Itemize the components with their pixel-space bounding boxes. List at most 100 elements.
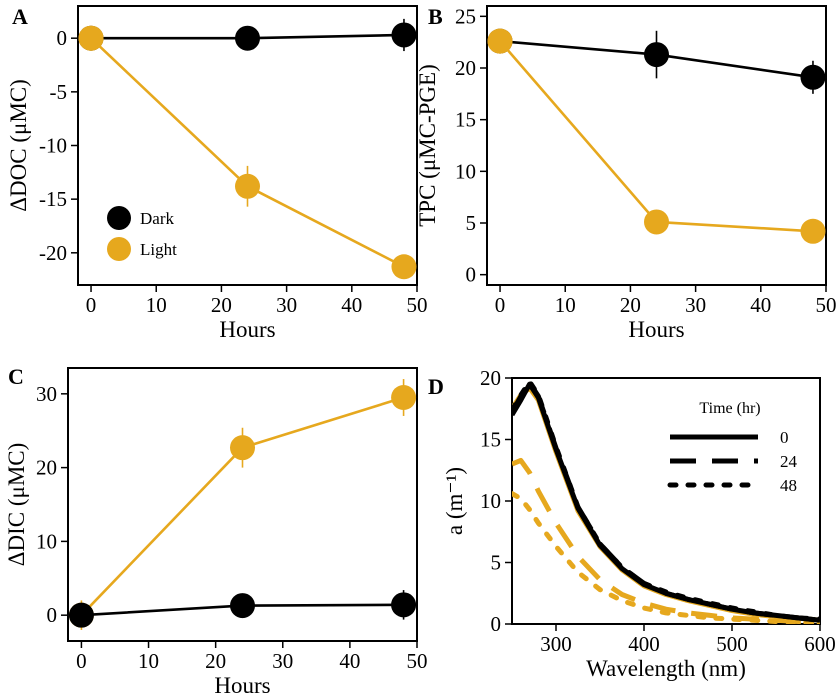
x-tick-label: 40	[339, 649, 360, 673]
spectrum-line	[512, 381, 820, 623]
y-tick-label: 0	[466, 263, 477, 287]
x-tick-label: 0	[495, 293, 506, 317]
x-axis-label: Hours	[628, 317, 684, 342]
x-tick-label: 0	[86, 293, 97, 317]
y-tick-label: 15	[480, 428, 501, 452]
series-light-overlay	[78, 25, 104, 51]
x-tick-label: 50	[816, 293, 837, 317]
data-point	[644, 42, 669, 68]
series-line	[90, 37, 405, 268]
legend-label: Light	[140, 240, 177, 259]
y-tick-label: 30	[36, 382, 57, 406]
y-tick-label: 5	[466, 211, 477, 235]
data-point	[391, 22, 417, 48]
y-tick-label: 0	[47, 603, 58, 627]
spectrum-line	[512, 385, 820, 623]
x-tick-label: 10	[555, 293, 576, 317]
panel-letter: A	[12, 4, 28, 29]
y-axis-label: a (m⁻¹)	[442, 467, 467, 535]
x-tick-label: 20	[620, 293, 641, 317]
series-dark	[68, 590, 417, 628]
data-point	[644, 209, 669, 235]
x-axis-label: Wavelength (nm)	[586, 656, 746, 681]
data-point	[487, 28, 513, 54]
data-point	[391, 385, 417, 411]
y-tick-label: 15	[455, 108, 476, 132]
data-point	[230, 593, 255, 619]
panel-b: B 0 10 20 30 40 50 0 5 10 15 20 25 Hours TPC (μMC-PGE)	[415, 4, 837, 342]
y-tick-label: -10	[39, 134, 67, 158]
data-point	[230, 435, 255, 461]
y-tick-label: 10	[455, 159, 476, 183]
plot-frame	[511, 377, 821, 625]
x-tick-label: 0	[76, 649, 87, 673]
legend-label: 48	[780, 476, 797, 495]
legend-title: Time (hr)	[699, 400, 760, 417]
x-tick-label: 40	[750, 293, 771, 317]
x-tick-label: 400	[628, 632, 660, 656]
data-point	[235, 25, 260, 51]
data-point	[800, 64, 826, 90]
y-tick-label: -5	[50, 80, 68, 104]
plot-frame	[486, 5, 827, 286]
y-tick-label: 10	[36, 529, 57, 553]
legend-label: 24	[780, 452, 798, 471]
x-tick-label: 300	[540, 632, 572, 656]
x-axis-label: Hours	[214, 673, 270, 698]
legend: Time (hr) 0 24 48	[667, 400, 798, 495]
panel-letter: B	[428, 4, 443, 29]
data-point	[391, 592, 417, 618]
panel-a: A 0 10 20 30 40 50 0 -5 -10 -15 -20 Hours ΔDOC (μMC) D…	[6, 4, 428, 342]
legend-swatch	[107, 206, 131, 230]
y-axis-label: ΔDIC (μMC)	[4, 443, 29, 567]
spectrum-line	[512, 379, 820, 622]
x-tick-label: 50	[407, 649, 428, 673]
panel-letter: C	[8, 364, 24, 389]
spectrum-line	[512, 457, 820, 624]
series-light-overlay	[487, 28, 513, 54]
y-tick-label: -15	[39, 187, 67, 211]
y-tick-label: 20	[455, 56, 476, 80]
y-tick-label: 20	[36, 456, 57, 480]
y-tick-label: 5	[491, 551, 502, 575]
y-axis-label: TPC (μMC-PGE)	[415, 64, 440, 226]
x-tick-label: 20	[205, 649, 226, 673]
y-tick-label: -20	[39, 241, 67, 265]
legend-swatch	[107, 237, 131, 261]
y-tick-label: 20	[480, 366, 501, 390]
data-point	[391, 254, 417, 280]
spectrum-line	[512, 491, 820, 624]
x-tick-label: 600	[804, 632, 836, 656]
legend: Dark Light	[107, 206, 177, 261]
data-point	[235, 173, 260, 199]
x-tick-label: 30	[272, 649, 293, 673]
x-tick-label: 10	[138, 649, 159, 673]
series-dark	[78, 18, 417, 52]
data-point	[78, 25, 104, 51]
y-tick-label: 10	[480, 489, 501, 513]
series-light	[68, 379, 417, 630]
x-tick-label: 30	[685, 293, 706, 317]
panel-d: D 300 400 500 600 0 5 10 15 20 Wavelength (nm) a (m…	[428, 366, 836, 681]
x-tick-label: 10	[146, 293, 167, 317]
data-point	[68, 602, 94, 628]
x-tick-label: 30	[276, 293, 297, 317]
legend-label: Dark	[140, 209, 174, 228]
x-tick-label: 500	[716, 632, 748, 656]
y-tick-label: 0	[491, 612, 502, 636]
y-tick-label: 25	[455, 4, 476, 28]
legend-label: 0	[780, 428, 789, 447]
plot-frame	[67, 367, 418, 642]
x-tick-label: 20	[211, 293, 232, 317]
series-light	[78, 25, 417, 280]
x-tick-label: 50	[407, 293, 428, 317]
x-axis-label: Hours	[219, 317, 275, 342]
x-tick-label: 40	[341, 293, 362, 317]
data-point	[800, 218, 826, 244]
spectra	[512, 379, 820, 624]
panel-letter: D	[428, 374, 444, 399]
y-tick-label: 0	[57, 26, 68, 50]
y-axis-label: ΔDOC (μMC)	[6, 79, 31, 212]
